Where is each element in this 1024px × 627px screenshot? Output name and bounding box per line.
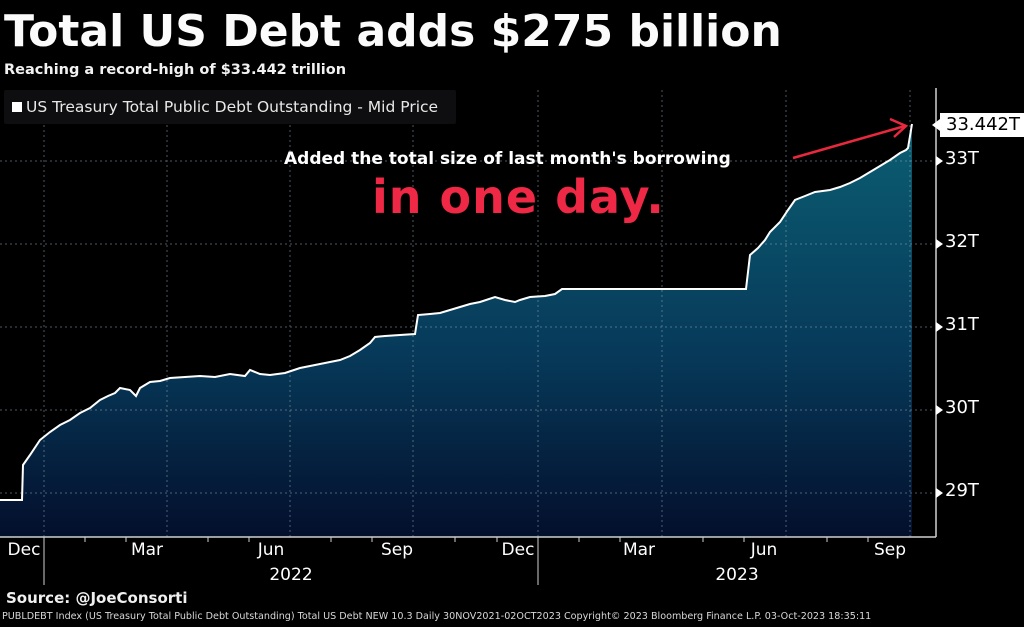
x-year-2023: 2023 [715, 565, 759, 585]
x-tick-dec-2021: Dec [7, 540, 41, 560]
annotation-highlight: in one day. [372, 170, 665, 224]
annotation-text: Added the total size of last month's bor… [284, 149, 731, 169]
legend-swatch-icon [12, 102, 22, 112]
source-credit: Source: @JoeConsorti [6, 589, 188, 607]
chart-subtitle: Reaching a record-high of $33.442 trilli… [4, 62, 347, 78]
x-tick-sep-2023: Sep [873, 540, 907, 560]
x-tick-dec-2022: Dec [501, 540, 535, 560]
x-year-2022: 2022 [269, 565, 313, 585]
legend-label: US Treasury Total Public Debt Outstandin… [26, 98, 439, 116]
x-tick-jun-2023: Jun [750, 540, 778, 560]
x-tick-marks [43, 537, 869, 585]
debt-line [0, 123, 913, 501]
x-tick-sep-2022: Sep [380, 540, 414, 560]
x-tick-mar-2022: Mar [130, 540, 164, 560]
y-tick-31: 31T [945, 314, 979, 335]
y-tick-32: 32T [945, 231, 979, 252]
x-tick-mar-2023: Mar [622, 540, 656, 560]
gridlines [0, 90, 935, 537]
y-tick-29: 29T [945, 480, 979, 501]
chart-title: Total US Debt adds $275 billion [4, 6, 782, 57]
y-tick-markers [936, 156, 943, 498]
bloomberg-footer: PUBLDEBT Index (US Treasury Total Public… [2, 611, 872, 622]
annotation-arrow [792, 117, 909, 160]
chart-legend: US Treasury Total Public Debt Outstandin… [4, 90, 456, 124]
debt-area [0, 124, 912, 537]
x-tick-jun-2022: Jun [257, 540, 285, 560]
y-tick-33: 33T [945, 148, 979, 169]
y-tick-30: 30T [945, 397, 979, 418]
last-value-label: 33.442T [932, 113, 1024, 137]
